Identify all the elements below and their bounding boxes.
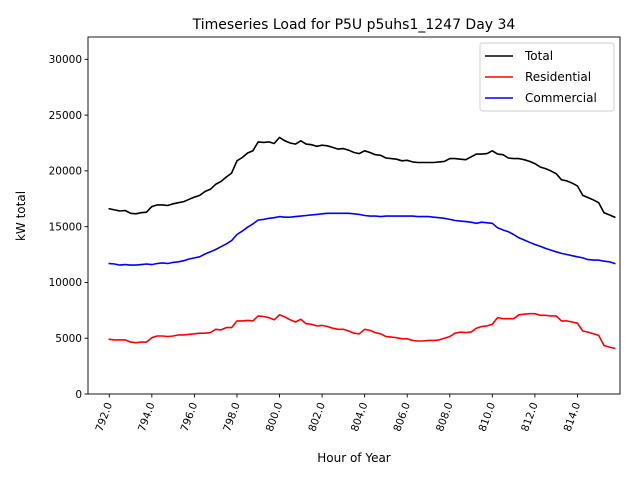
axes-frame bbox=[87, 36, 621, 395]
y-axis-label: kW total bbox=[14, 191, 28, 241]
chart-title: Timeseries Load for P5U p5uhs1_1247 Day … bbox=[192, 17, 516, 33]
y-tick-label: 25000 bbox=[49, 110, 82, 122]
legend-label-residential: Residential bbox=[525, 70, 591, 84]
y-tick-label: 10000 bbox=[49, 277, 82, 289]
y-tick-label: 20000 bbox=[49, 166, 82, 178]
y-tick-label: 30000 bbox=[49, 54, 82, 66]
legend-label-total: Total bbox=[524, 49, 553, 63]
x-axis-label: Hour of Year bbox=[317, 451, 391, 465]
series-line-residential bbox=[108, 312, 616, 350]
y-tick-label: 5000 bbox=[55, 333, 82, 345]
legend-label-commercial: Commercial bbox=[525, 91, 597, 105]
series-line-total bbox=[108, 136, 616, 219]
legend-box bbox=[479, 42, 615, 112]
y-tick-label: 0 bbox=[75, 389, 82, 401]
series-line-commercial bbox=[108, 212, 616, 266]
y-tick-label: 15000 bbox=[49, 221, 82, 233]
